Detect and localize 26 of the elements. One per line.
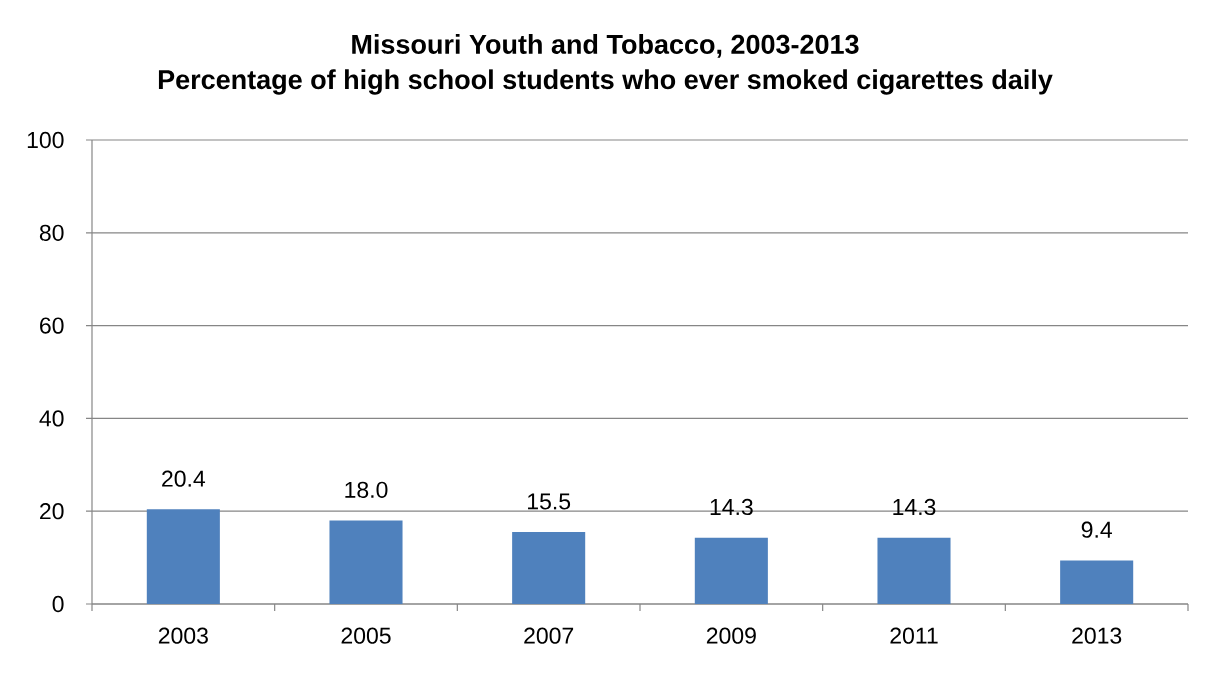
bar bbox=[512, 532, 586, 604]
x-tick-label: 2003 bbox=[158, 627, 208, 644]
data-label: 20.4 bbox=[162, 470, 206, 487]
y-tick-label: 0 bbox=[52, 595, 64, 613]
x-tick-label: 2007 bbox=[524, 627, 574, 644]
y-tick-label: 100 bbox=[27, 131, 64, 149]
bar bbox=[329, 520, 403, 604]
x-tick-label: 2009 bbox=[706, 627, 756, 644]
data-label: 18.0 bbox=[345, 481, 388, 498]
data-label: 14.3 bbox=[893, 498, 936, 516]
y-tick-label: 40 bbox=[39, 410, 64, 427]
y-tick-label: 60 bbox=[40, 317, 64, 334]
data-label: 15.5 bbox=[528, 493, 571, 510]
chart-title: Missouri Youth and Tobacco, 2003-2013 bbox=[352, 34, 859, 58]
y-tick-label: 80 bbox=[39, 224, 64, 241]
bar bbox=[877, 537, 951, 604]
bar bbox=[694, 537, 768, 604]
y-tick-label: 20 bbox=[40, 503, 64, 520]
bar bbox=[1060, 560, 1134, 604]
x-tick-label: 2005 bbox=[341, 627, 391, 644]
x-tick-label: 2013 bbox=[1072, 627, 1122, 644]
bar bbox=[146, 509, 220, 604]
x-tick-label: 2011 bbox=[890, 627, 938, 644]
chart-subtitle: Percentage of high school students who ever smoked cigarettes daily bbox=[158, 69, 1053, 95]
data-label: 9.4 bbox=[1081, 521, 1112, 538]
data-label: 14.3 bbox=[710, 498, 753, 516]
